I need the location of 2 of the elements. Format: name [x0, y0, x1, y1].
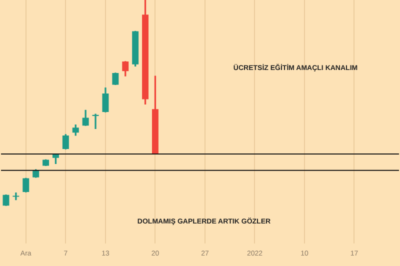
candlestick — [12, 192, 20, 200]
candlestick — [92, 114, 99, 130]
